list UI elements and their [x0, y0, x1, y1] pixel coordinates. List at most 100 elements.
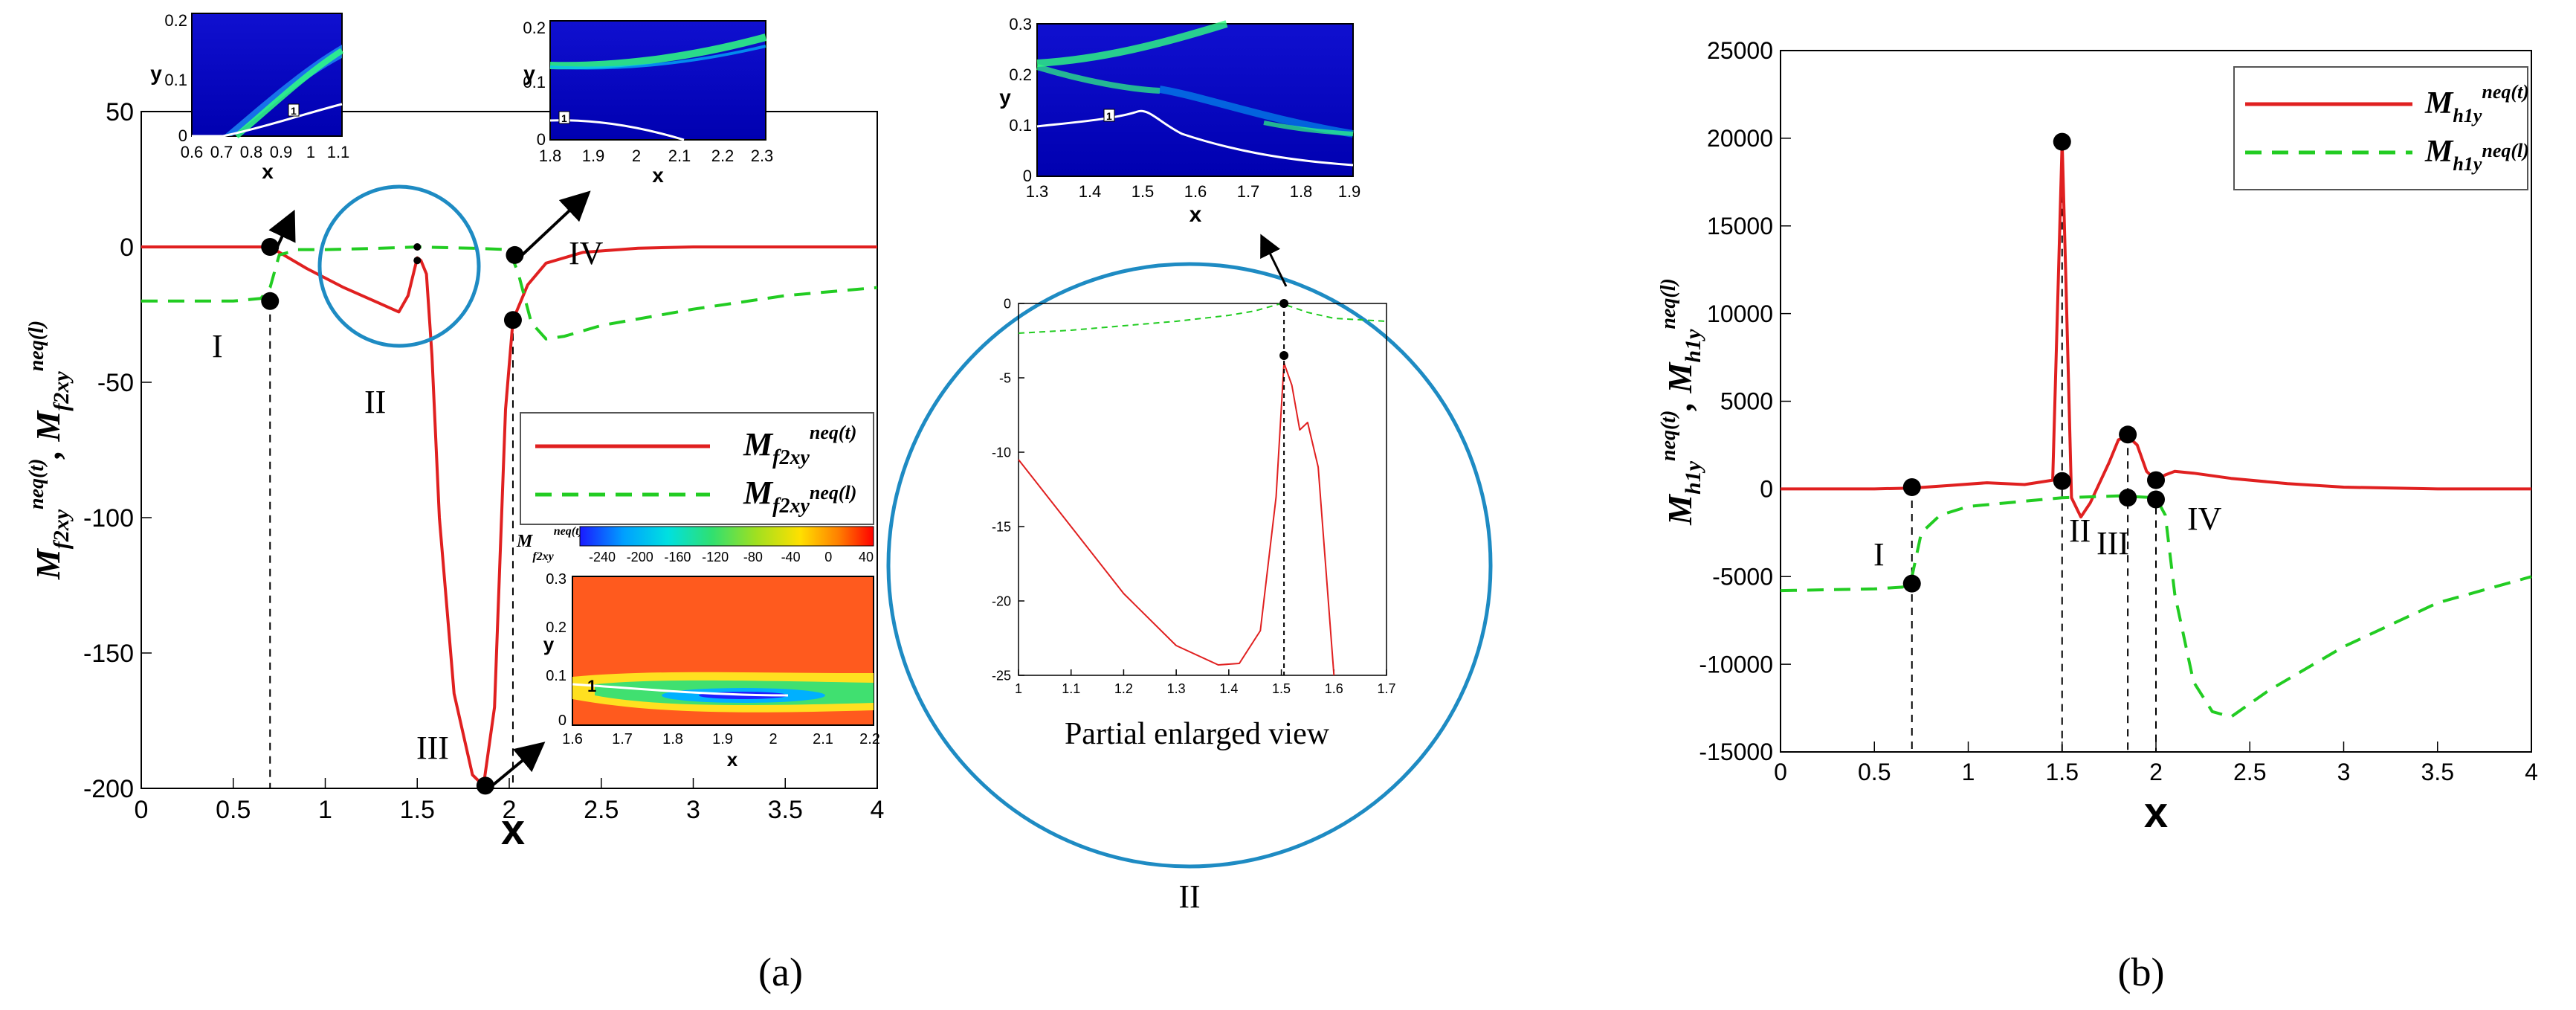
inset-3-ytick: 0	[1023, 167, 1032, 185]
inset-2-ytick: 0.1	[523, 73, 546, 91]
y-tick-label: -10000	[1699, 651, 1773, 678]
y-tick-label: 0	[120, 234, 134, 262]
panel-a-main: 0 0.5 1 1.5 2 2.5 3 3.5 4 50 0 -50 -100 -150 -200 x M…	[25, 98, 884, 854]
x-tick-label: 1	[1962, 759, 1975, 785]
x-tick-label: 3	[2337, 759, 2351, 785]
inset-1-ytick: 0.1	[164, 71, 187, 89]
panel-a-x-ticks: 0 0.5 1 1.5 2 2.5 3 3.5 4	[135, 778, 884, 824]
y-tick-label: 15000	[1707, 213, 1773, 239]
colorbar-tick-label: -80	[743, 550, 763, 564]
inset-4-xtick: 2	[769, 731, 777, 747]
panel-b-markers	[1902, 132, 2165, 593]
inset-1-xtick: 0.9	[270, 143, 293, 161]
y-tick-label: -100	[83, 504, 134, 533]
inset-3-line-label: 1	[1106, 110, 1112, 122]
x-tick-label: 2	[2149, 759, 2163, 785]
data-marker	[413, 257, 422, 265]
y-tick-label: 5000	[1720, 388, 1773, 415]
inset-3-ytick: 0.3	[1009, 15, 1032, 33]
x-tick-label: 1.6	[1325, 681, 1343, 696]
enlarged-view-y-ticks: 0 -5 -10 -15 -20 -25	[992, 296, 1024, 683]
enlarged-view: 1 1.1 1.2 1.3 1.4 1.5 1.6 1.7 0 -5 -10 -15 -20 -25 P…	[886, 234, 1493, 915]
inset-3-xtick: 1.6	[1184, 182, 1207, 201]
inset-4-xtick: 1.8	[662, 731, 683, 747]
svg-text:Mf2xyneq(t), Mf2xyneq(l): Mf2xyneq(t), Mf2xyneq(l)	[25, 321, 74, 580]
colorbar-tick-label: -160	[664, 550, 691, 564]
inset-4-xlabel: x	[727, 748, 738, 771]
x-tick-label: 3.5	[2421, 759, 2454, 785]
inset-3-ylabel: y	[999, 86, 1011, 109]
inset-1-xtick: 0.6	[181, 143, 204, 161]
panel-b-ylabel: Mh1yneq(t), Mh1yneq(l)	[1657, 278, 1705, 526]
data-marker	[2053, 132, 2071, 151]
colorbar-tick-label: -40	[781, 550, 801, 564]
panel-b-xlabel: x	[2144, 788, 2168, 837]
data-marker	[1279, 299, 1289, 308]
data-marker	[2147, 471, 2165, 489]
panel-a-xlabel: x	[501, 805, 525, 854]
panel-b-annotation-I: I	[1873, 536, 1885, 573]
panel-b-y-ticks: 25000 20000 15000 10000 5000 0 -5000 -10000 -150…	[1699, 37, 1791, 765]
inset-3-xtick: 1.9	[1338, 182, 1361, 201]
inset-2-xlabel: x	[652, 164, 664, 187]
contour-inset-1: 1 0.6 0.7 0.8 0.9 1 1.1 0 0.1 0.2 x y	[150, 11, 349, 183]
inset-2-xtick: 2	[632, 147, 641, 165]
series-line-t	[1018, 362, 1335, 676]
panel-b-series	[1780, 140, 2532, 718]
inset-4-ytick: 0.2	[546, 620, 566, 636]
panel-a-series	[141, 245, 878, 788]
y-tick-label: 20000	[1707, 125, 1773, 152]
panel-a-caption: (a)	[758, 950, 803, 994]
data-marker	[413, 243, 422, 251]
enlarged-view-title: Partial enlarged view	[1065, 717, 1330, 751]
inset-2-xtick: 1.8	[539, 147, 562, 165]
x-tick-label: 1.7	[1377, 681, 1395, 696]
inset-1-xtick: 0.8	[240, 143, 263, 161]
contour-inset-3: 1 1.3 1.4 1.5 1.6 1.7 1.8 1.9 0 0.1 0.2 …	[999, 15, 1360, 227]
colorbar-tick-label: 0	[824, 550, 832, 564]
x-tick-label: 1.3	[1167, 681, 1186, 696]
inset-3-xtick: 1.5	[1132, 182, 1155, 201]
inset-2-xtick: 1.9	[582, 147, 605, 165]
inset-3-xlabel: x	[1189, 202, 1202, 227]
data-marker	[2119, 425, 2137, 444]
panel-a-annotation-IV: IV	[569, 235, 604, 271]
colorbar-tick-label: -200	[627, 550, 653, 564]
inset-1-xlabel: x	[262, 160, 274, 183]
inset-3-xtick: 1.8	[1290, 182, 1313, 201]
colorbar	[579, 526, 874, 547]
x-tick-label: 0	[1774, 759, 1787, 785]
inset-4-xtick: 1.9	[712, 731, 733, 747]
y-tick-label: -15000	[1699, 739, 1773, 765]
contour-inset-2: 1 1.8 1.9 2 2.1 2.2 2.3 0 0.1 0.2 x y	[523, 19, 773, 187]
inset-2-xtick: 2.3	[751, 147, 774, 165]
arrow-to-inset-1	[268, 209, 296, 252]
panel-a-annotation-III: III	[416, 730, 449, 766]
data-marker	[476, 776, 494, 795]
y-tick-label: 0	[1760, 476, 1773, 503]
panel-b-main: 0 0.5 1 1.5 2 2.5 3 3.5 4 25000 20000 15000 10000 50…	[1657, 37, 2538, 837]
y-tick-label: 50	[106, 98, 134, 126]
inset-1-xtick: 1	[306, 143, 315, 161]
data-marker	[503, 311, 522, 329]
data-marker	[2147, 490, 2165, 509]
panel-b-legend: Mh1yneq(t) Mh1yneq(l)	[2233, 66, 2529, 190]
enlarged-view-x-ticks: 1 1.1 1.2 1.3 1.4 1.5 1.6 1.7	[1015, 669, 1396, 696]
data-marker	[2053, 472, 2071, 490]
x-tick-label: 2.5	[584, 796, 619, 824]
inset-4-line-label: 1	[587, 677, 596, 695]
inset-1-ytick: 0	[178, 126, 187, 145]
series-line-t	[141, 245, 877, 788]
x-tick-label: 0.5	[216, 796, 251, 824]
panel-b-annotation-IV: IV	[2187, 501, 2222, 537]
colorbar-tick-label: -240	[589, 550, 616, 564]
x-tick-label: 1.5	[1272, 681, 1291, 696]
data-marker	[506, 245, 524, 264]
x-tick-label: 0.5	[1858, 759, 1891, 785]
inset-4-xtick: 2.2	[859, 731, 880, 747]
series-line-t	[1781, 140, 2531, 519]
x-tick-label: 1.5	[400, 796, 435, 824]
data-marker	[1902, 478, 1921, 497]
arrow-to-inset-2	[519, 190, 591, 258]
y-tick-label: -20	[992, 594, 1011, 608]
